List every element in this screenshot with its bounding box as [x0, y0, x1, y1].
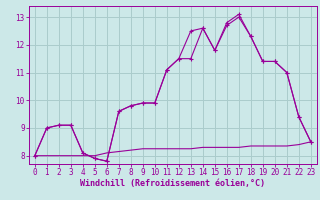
X-axis label: Windchill (Refroidissement éolien,°C): Windchill (Refroidissement éolien,°C): [80, 179, 265, 188]
